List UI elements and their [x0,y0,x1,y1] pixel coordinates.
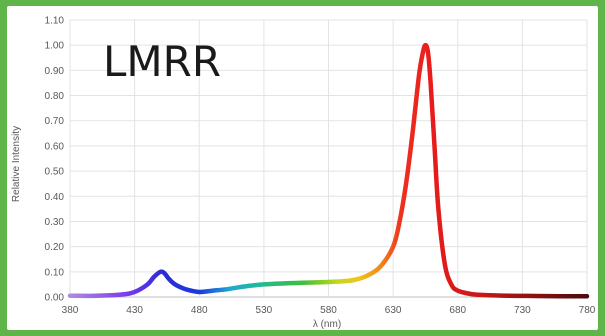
spectrum-series-line [67,42,590,299]
y-axis-label: Relative Intensity [11,126,22,202]
y-tick-label: 0.40 [45,192,65,203]
x-axis-ticks: 380 430 480 530 580 630 680 730 780 [62,305,596,316]
y-tick-label: 0.10 [45,267,65,278]
x-tick-label: 480 [191,305,208,316]
x-tick-label: 580 [320,305,337,316]
y-tick-label: 0.60 [45,141,65,152]
y-tick-label: 0.70 [45,116,65,127]
x-tick-label: 780 [579,305,596,316]
x-axis-label: λ (nm) [313,319,341,330]
x-tick-label: 680 [449,305,466,316]
x-tick-label: 630 [385,305,402,316]
y-tick-label: 1.10 [45,16,65,27]
y-tick-label: 0.20 [45,242,65,253]
y-tick-label: 0.30 [45,217,65,228]
x-tick-label: 730 [514,305,531,316]
y-tick-label: 0.50 [45,167,65,178]
chart-title: LMRR [103,37,221,86]
y-tick-label: 0.90 [45,66,65,77]
y-tick-label: 0.80 [45,91,65,102]
y-axis-ticks: 0.00 0.10 0.20 0.30 0.40 0.50 0.60 0.70 0.80 0.90… [45,16,65,304]
chart-panel: 0.00 0.10 0.20 0.30 0.40 0.50 0.60 0.70 0.80 0.90… [7,6,598,330]
x-tick-label: 430 [126,305,143,316]
spectrum-chart: 0.00 0.10 0.20 0.30 0.40 0.50 0.60 0.70 0.80 0.90… [11,16,596,331]
y-tick-label: 1.00 [45,41,65,52]
y-tick-label: 0.00 [45,293,65,304]
x-tick-label: 530 [256,305,273,316]
x-tick-label: 380 [62,305,79,316]
gridlines [69,19,588,298]
